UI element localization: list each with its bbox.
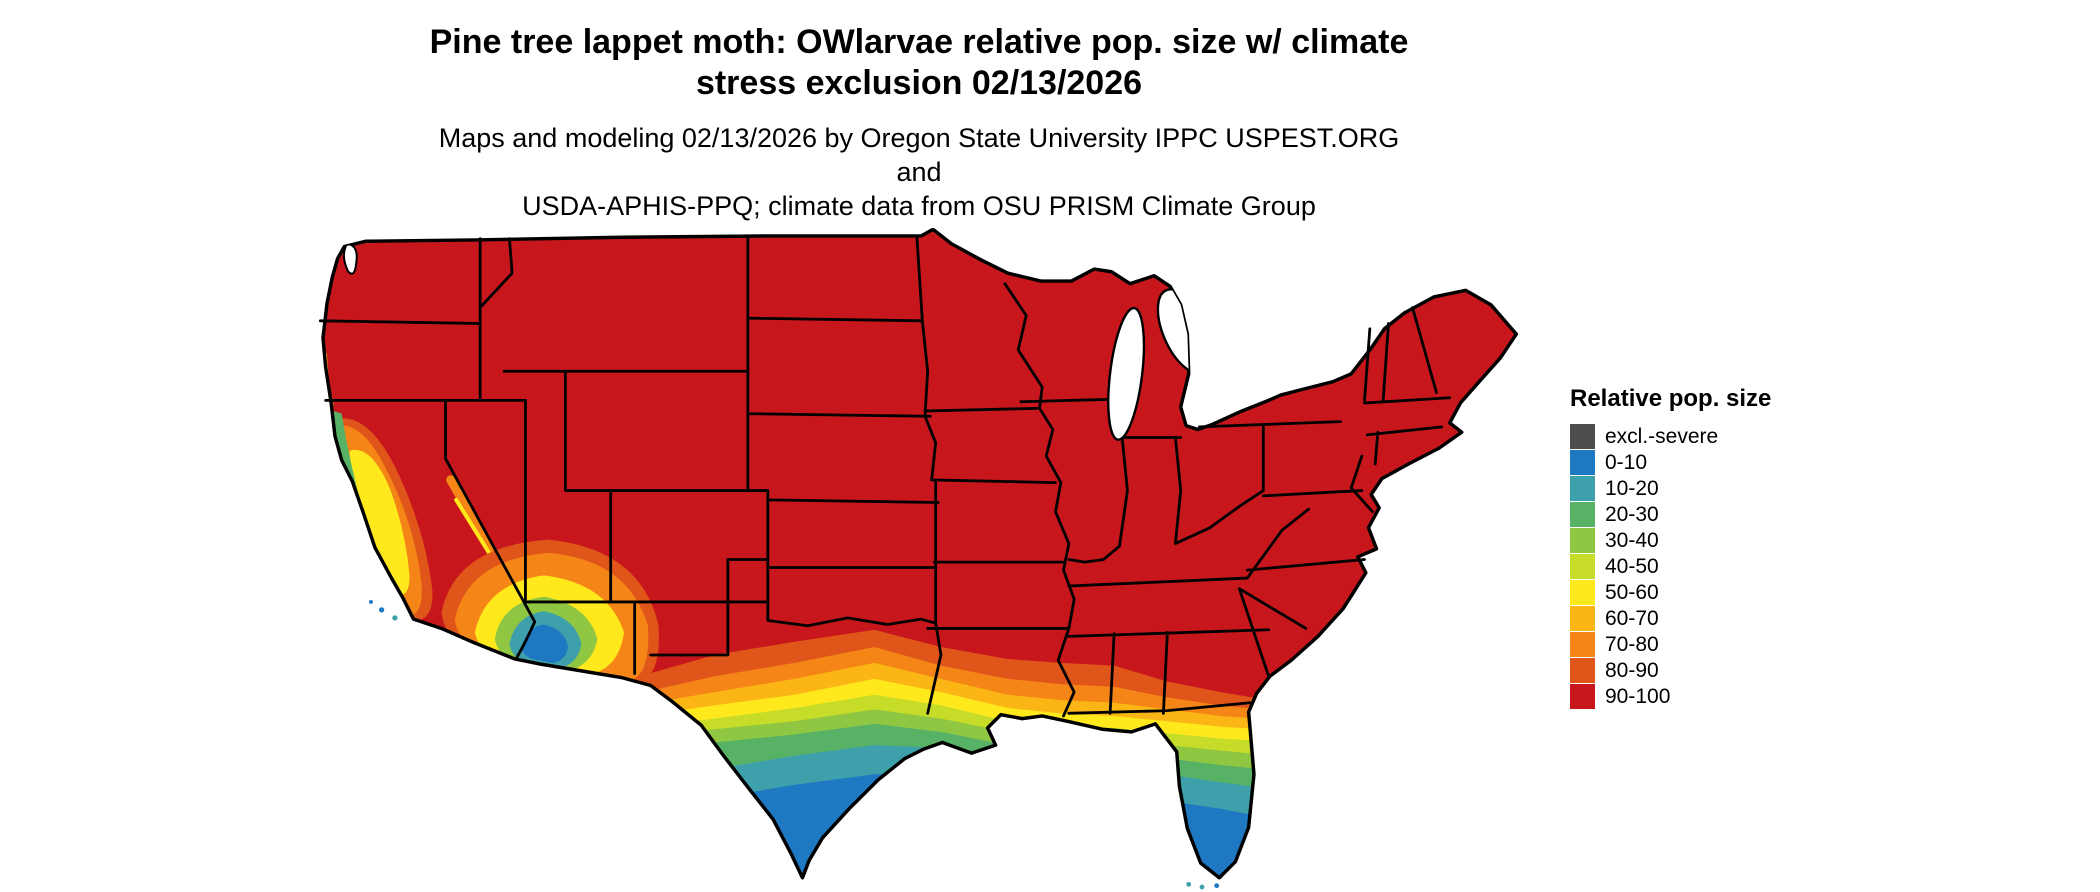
us-choropleth-map [315,228,1527,891]
legend-swatch [1570,449,1595,475]
legend-swatch [1570,527,1595,553]
lakes [342,242,1213,441]
lake-michigan [1107,306,1146,441]
legend: Relative pop. size excl.-severe 0-10 10-20… [1570,385,1771,709]
legend-label: 90-100 [1605,684,1671,708]
legend-label: 0-10 [1605,450,1648,474]
legend-row: 30-40 [1570,527,1771,553]
legend-row: 90-100 [1570,683,1771,709]
legend-label: excl.-severe [1605,424,1719,448]
arizona-core-blue [521,624,569,663]
legend-swatch [1570,423,1595,449]
subtitle: Maps and modeling 02/13/2026 by Oregon S… [419,122,1419,223]
legend-row: 60-70 [1570,605,1771,631]
legend-swatch [1570,631,1595,657]
legend-row: 0-10 [1570,449,1771,475]
legend-row: 40-50 [1570,553,1771,579]
channel-island-dot [378,607,385,613]
legend-row: 70-80 [1570,631,1771,657]
legend-label: 30-40 [1605,528,1659,552]
legend-row: 20-30 [1570,501,1771,527]
channel-island-dot [368,599,373,604]
california-valley-yellow [349,449,410,595]
legend-label: 80-90 [1605,658,1659,682]
page-title: Pine tree lappet moth: OWlarvae relative… [419,22,1419,105]
channel-island-dot [392,615,398,621]
title-line-1: Pine tree lappet moth: OWlarvae relative… [429,23,1409,61]
legend-row: 80-90 [1570,657,1771,683]
legend-swatch [1570,501,1595,527]
legend-row: 50-60 [1570,579,1771,605]
legend-swatch [1570,605,1595,631]
legend-title: Relative pop. size [1570,385,1772,412]
us-map-svg [318,228,1519,890]
florida-keys-dot [1199,884,1205,890]
state-borders [318,237,1452,718]
legend-label: 10-20 [1605,476,1659,500]
florida-keys-dot [1186,881,1192,887]
legend-swatch [1570,657,1595,683]
legend-label: 50-60 [1605,580,1659,604]
legend-row: 10-20 [1570,475,1771,501]
title-line-2: stress exclusion 02/13/2026 [695,64,1143,103]
florida-keys-dot [1214,883,1220,889]
legend-entries: excl.-severe 0-10 10-20 20-30 30-40 40-50 50-6… [1570,423,1771,709]
legend-label: 20-30 [1605,502,1659,526]
puget-sound [342,242,358,275]
subtitle-line-2: USDA-APHIS-PPQ; climate data from OSU PR… [522,190,1316,221]
legend-swatch [1570,475,1595,501]
legend-row: excl.-severe [1570,423,1771,449]
legend-swatch [1570,579,1595,605]
california-coast-green [325,408,414,624]
legend-swatch [1570,553,1595,579]
legend-label: 40-50 [1605,554,1659,578]
legend-label: 70-80 [1605,632,1659,656]
legend-label: 60-70 [1605,606,1659,630]
legend-swatch [1570,683,1595,709]
subtitle-line-1: Maps and modeling 02/13/2026 by Oregon S… [438,123,1400,187]
